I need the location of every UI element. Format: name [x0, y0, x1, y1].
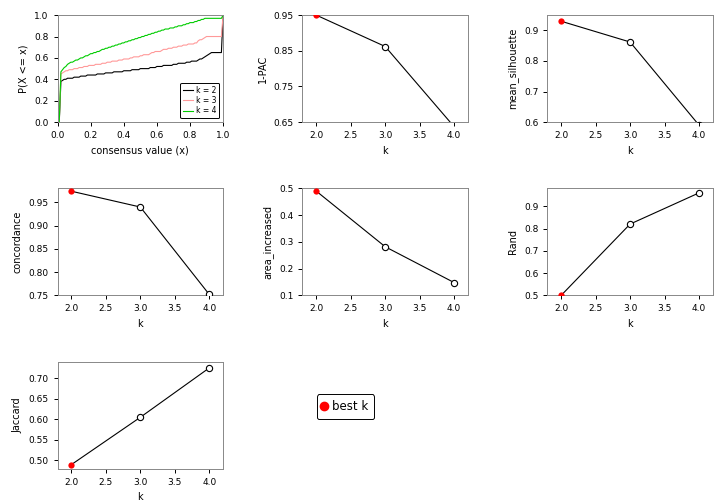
- k = 4: [219, 12, 228, 18]
- k = 3: [153, 48, 161, 54]
- Legend: k = 2, k = 3, k = 4: k = 2, k = 3, k = 4: [181, 83, 219, 118]
- k = 3: [169, 44, 178, 50]
- k = 2: [169, 61, 178, 68]
- k = 2: [130, 67, 138, 73]
- Y-axis label: mean_silhouette: mean_silhouette: [508, 28, 518, 109]
- k = 3: [177, 43, 186, 49]
- X-axis label: k: k: [382, 319, 388, 329]
- k = 3: [130, 54, 138, 60]
- k = 2: [177, 60, 186, 67]
- k = 2: [65, 75, 73, 81]
- X-axis label: k: k: [627, 319, 633, 329]
- k = 4: [94, 48, 103, 54]
- k = 3: [65, 67, 73, 73]
- k = 2: [153, 64, 161, 70]
- k = 4: [130, 37, 138, 43]
- Y-axis label: 1-PAC: 1-PAC: [258, 54, 268, 83]
- k = 2: [94, 71, 103, 77]
- Y-axis label: Rand: Rand: [508, 229, 518, 255]
- Line: k = 4: k = 4: [58, 15, 223, 122]
- Y-axis label: Jaccard: Jaccard: [13, 398, 23, 433]
- k = 4: [169, 25, 178, 31]
- X-axis label: consensus value (x): consensus value (x): [91, 146, 189, 156]
- k = 4: [177, 23, 186, 29]
- Y-axis label: area_increased: area_increased: [263, 205, 274, 279]
- X-axis label: k: k: [138, 319, 143, 329]
- X-axis label: k: k: [627, 146, 633, 156]
- Y-axis label: concordance: concordance: [13, 211, 23, 273]
- k = 2: [53, 119, 62, 125]
- k = 4: [65, 60, 73, 67]
- k = 3: [219, 12, 228, 18]
- X-axis label: k: k: [382, 146, 388, 156]
- k = 3: [94, 61, 103, 68]
- Line: k = 2: k = 2: [58, 15, 223, 122]
- k = 4: [153, 29, 161, 35]
- X-axis label: k: k: [138, 492, 143, 502]
- k = 2: [219, 12, 228, 18]
- Legend: best k: best k: [317, 395, 374, 419]
- Line: k = 3: k = 3: [58, 15, 223, 122]
- k = 4: [53, 119, 62, 125]
- Y-axis label: P(X <= x): P(X <= x): [19, 44, 29, 93]
- k = 3: [53, 119, 62, 125]
